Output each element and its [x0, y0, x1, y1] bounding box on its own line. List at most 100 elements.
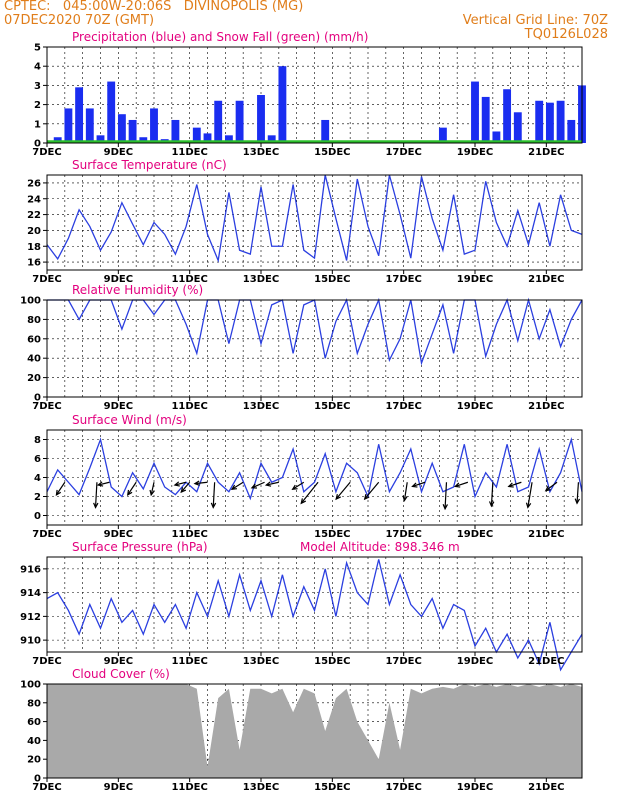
x-tick-label: 21DEC	[528, 782, 564, 793]
y-tick-label: 916	[20, 564, 41, 575]
wind-arrowhead	[291, 484, 298, 490]
series-line	[46, 174, 583, 263]
wind-arrowhead	[193, 480, 200, 486]
precip-bar	[224, 135, 233, 143]
x-tick-label: 17DEC	[385, 529, 421, 540]
x-tick-label: 21DEC	[528, 529, 564, 540]
x-tick-label: 19DEC	[457, 401, 493, 412]
x-tick-label: 9DEC	[104, 529, 133, 540]
y-tick-label: 100	[20, 296, 41, 307]
x-tick-label: 9DEC	[104, 782, 133, 793]
precip-bar	[556, 100, 565, 143]
y-tick-label: 60	[27, 334, 41, 345]
x-tick-label: 17DEC	[385, 401, 421, 412]
x-tick-label: 21DEC	[528, 656, 564, 667]
x-tick-label: 13DEC	[243, 529, 279, 540]
y-tick-label: 80	[27, 315, 41, 326]
wind-vector	[174, 481, 187, 486]
panel-frame	[46, 299, 583, 398]
wind-arrowhead	[453, 482, 461, 488]
x-tick-label: 19DEC	[457, 274, 493, 285]
wind-arrowhead	[442, 504, 449, 511]
x-tick-label: 15DEC	[314, 656, 350, 667]
y-tick-label: 5	[34, 43, 41, 54]
precip-bar	[107, 81, 116, 143]
wind-vector	[508, 481, 522, 488]
wind-vector	[364, 481, 380, 500]
wind-arrowhead	[264, 481, 272, 487]
precip-bar	[567, 119, 576, 143]
wind-arrowhead	[488, 501, 495, 508]
wind-arrowhead	[544, 485, 551, 492]
header-station: CPTEC: 045:00W-20:06S DIVINOPOLIS (MG)	[4, 0, 304, 14]
precip-bar	[214, 100, 223, 143]
wind-arrowhead	[55, 489, 62, 496]
y-tick-label: 40	[27, 736, 41, 747]
wind-vector	[251, 481, 265, 489]
wind-vector	[231, 481, 244, 490]
y-tick-label: 0	[34, 393, 41, 404]
x-tick-label: 9DEC	[104, 656, 133, 667]
precip-bar	[267, 135, 276, 143]
x-tick-label: 11DEC	[171, 147, 207, 158]
wind-vector	[127, 481, 137, 496]
wind-vector	[412, 481, 426, 488]
precip-bar	[192, 127, 201, 143]
x-tick-label: 9DEC	[104, 147, 133, 158]
header-grid-line: Vertical Grid Line: 70Z	[462, 13, 608, 28]
y-tick-label: 20	[27, 755, 41, 766]
y-tick-label: 914	[20, 588, 41, 599]
y-tick-label: 40	[27, 354, 41, 365]
panel-frame	[46, 683, 583, 779]
x-tick-label: 21DEC	[528, 274, 564, 285]
precip-bar	[85, 108, 94, 143]
precip-bar	[535, 100, 544, 143]
precip-bar	[203, 133, 212, 143]
wind-arrowhead	[96, 481, 104, 487]
wind-arrowhead	[127, 489, 133, 496]
x-tick-label: 15DEC	[314, 147, 350, 158]
x-tick-label: 7DEC	[32, 782, 61, 793]
precip-bar	[139, 137, 148, 143]
wind-vector	[527, 482, 533, 508]
precip-bar	[128, 119, 137, 143]
x-tick-label: 11DEC	[171, 782, 207, 793]
wind-vector	[335, 481, 351, 500]
x-tick-label: 21DEC	[528, 147, 564, 158]
y-tick-label: 18	[27, 242, 41, 253]
x-tick-label: 19DEC	[457, 656, 493, 667]
x-tick-label: 17DEC	[385, 147, 421, 158]
x-tick-label: 7DEC	[32, 656, 61, 667]
wind-arrowhead	[574, 498, 581, 505]
wind-arrowhead	[149, 489, 155, 497]
x-tick-label: 13DEC	[243, 782, 279, 793]
x-tick-label: 13DEC	[243, 274, 279, 285]
wind-vector	[212, 482, 216, 508]
y-tick-label: 6	[34, 454, 41, 465]
panel-annotation: Model Altitude: 898.346 m	[300, 540, 460, 554]
precip-bar	[75, 87, 84, 143]
x-tick-label: 21DEC	[528, 401, 564, 412]
y-tick-label: 2	[34, 492, 41, 503]
wind-arrowhead	[173, 481, 180, 487]
y-tick-label: 912	[20, 612, 41, 623]
y-tick-label: 1	[34, 119, 41, 130]
panel-frame	[46, 556, 583, 653]
x-tick-label: 7DEC	[32, 147, 61, 158]
panel-title: Surface Temperature (nC)	[72, 158, 227, 172]
series-line	[46, 559, 583, 672]
cloud-cover-area	[47, 684, 582, 778]
x-tick-label: 9DEC	[104, 401, 133, 412]
wind-vector	[98, 481, 110, 486]
x-tick-label: 17DEC	[385, 274, 421, 285]
panel-title: Surface Wind (m/s)	[72, 413, 187, 427]
wind-vector	[194, 481, 208, 485]
panel-frame	[46, 46, 583, 144]
y-tick-label: 26	[27, 178, 41, 189]
precip-bar	[492, 131, 501, 143]
wind-arrowhead	[250, 483, 257, 489]
y-tick-label: 4	[34, 473, 41, 484]
x-tick-label: 17DEC	[385, 782, 421, 793]
wind-arrowhead	[210, 502, 217, 509]
